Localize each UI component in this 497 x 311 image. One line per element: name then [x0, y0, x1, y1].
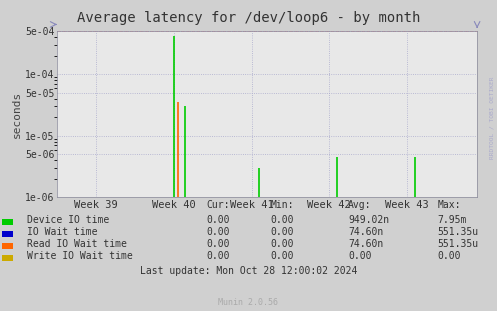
Text: 0.00: 0.00 [206, 239, 230, 248]
Text: 74.60n: 74.60n [348, 239, 383, 248]
Text: 0.00: 0.00 [206, 251, 230, 261]
Text: IO Wait time: IO Wait time [27, 227, 98, 237]
Text: Max:: Max: [437, 200, 461, 210]
Text: RRDTOOL / TOBI OETIKER: RRDTOOL / TOBI OETIKER [490, 77, 495, 160]
Text: Average latency for /dev/loop6 - by month: Average latency for /dev/loop6 - by mont… [77, 11, 420, 25]
Text: Munin 2.0.56: Munin 2.0.56 [219, 298, 278, 307]
Text: Avg:: Avg: [348, 200, 371, 210]
Text: 551.35u: 551.35u [437, 239, 479, 248]
Text: 0.00: 0.00 [206, 227, 230, 237]
Text: 0.00: 0.00 [271, 251, 294, 261]
Text: Last update: Mon Oct 28 12:00:02 2024: Last update: Mon Oct 28 12:00:02 2024 [140, 266, 357, 276]
Text: 0.00: 0.00 [271, 227, 294, 237]
Text: Write IO Wait time: Write IO Wait time [27, 251, 133, 261]
Text: 551.35u: 551.35u [437, 227, 479, 237]
Text: 74.60n: 74.60n [348, 227, 383, 237]
Y-axis label: seconds: seconds [12, 91, 22, 138]
Text: Min:: Min: [271, 200, 294, 210]
Text: 0.00: 0.00 [271, 215, 294, 225]
Text: 0.00: 0.00 [206, 215, 230, 225]
Text: 0.00: 0.00 [271, 239, 294, 248]
Text: 949.02n: 949.02n [348, 215, 389, 225]
Text: Read IO Wait time: Read IO Wait time [27, 239, 127, 248]
Text: 7.95m: 7.95m [437, 215, 467, 225]
Text: Cur:: Cur: [206, 200, 230, 210]
Text: 0.00: 0.00 [348, 251, 371, 261]
Text: 0.00: 0.00 [437, 251, 461, 261]
Text: Device IO time: Device IO time [27, 215, 109, 225]
